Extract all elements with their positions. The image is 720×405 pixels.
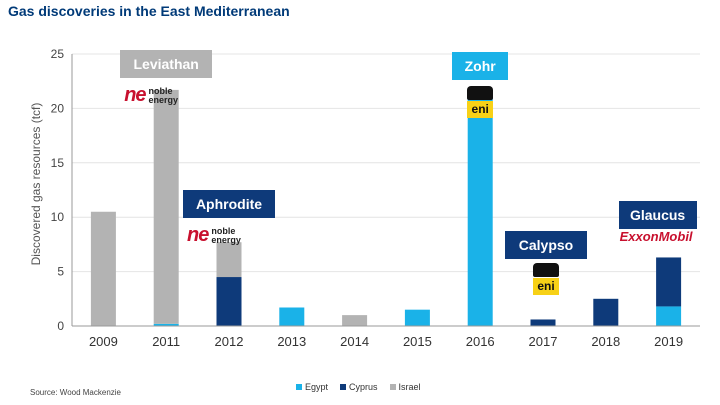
legend-label-cyprus: Cyprus <box>349 382 378 392</box>
chart-title: Gas discoveries in the East Mediterranea… <box>8 3 290 19</box>
legend-item-egypt: Egypt <box>296 382 328 392</box>
source-note: Source: Wood Mackenzie <box>30 388 122 397</box>
y-tick-label-20: 20 <box>51 101 65 115</box>
bar-cyprus-2019 <box>656 257 682 307</box>
x-tick-label-2018: 2018 <box>591 334 620 349</box>
x-tick-label-2016: 2016 <box>466 334 495 349</box>
legend: Egypt Cyprus Israel <box>296 382 421 392</box>
legend-label-egypt: Egypt <box>305 382 329 392</box>
annotation-glaucus: Glaucus <box>618 201 697 229</box>
legend-label-israel: Israel <box>398 382 421 392</box>
eni-logo: eni <box>466 86 494 118</box>
bar-cyprus-2017 <box>530 319 556 326</box>
x-tick-labels: 2009 2011 2012 2013 2014 2015 2016 2017 2018 2019 <box>89 334 683 349</box>
bar-egypt-2015 <box>404 309 430 326</box>
y-tick-label-15: 15 <box>51 156 65 170</box>
annotation-leviathan: Leviathan <box>120 50 213 78</box>
y-tick-label-10: 10 <box>51 210 65 224</box>
bar-egypt-2011 <box>153 323 179 326</box>
bar-egypt-2016 <box>467 92 493 326</box>
legend-swatch-egypt <box>296 384 302 390</box>
eni-logo: eni <box>532 263 560 295</box>
legend-swatch-cyprus <box>340 384 347 390</box>
exxonmobil-logo: ExxonMobil <box>619 229 693 244</box>
x-tick-label-2014: 2014 <box>340 334 369 349</box>
x-tick-label-2011: 2011 <box>152 334 180 349</box>
axes <box>71 54 700 327</box>
y-axis-label: Discovered gas resources (tcf) <box>29 103 43 266</box>
bar-egypt-2013 <box>279 307 305 326</box>
legend-item-israel: Israel <box>389 382 421 392</box>
bar-israel-2014 <box>342 315 368 326</box>
x-tick-label-2013: 2013 <box>277 334 306 349</box>
x-tick-label-2009: 2009 <box>89 334 118 349</box>
annotation-calypso: Calypso <box>505 231 587 259</box>
bar-israel-2009 <box>90 211 116 326</box>
x-tick-label-2017: 2017 <box>529 334 558 349</box>
y-tick-label-5: 5 <box>57 265 64 279</box>
y-tick-label-0: 0 <box>57 319 64 333</box>
annotation-aphrodite: Aphrodite <box>183 190 275 218</box>
y-tick-labels: 0 5 10 15 20 25 <box>51 47 65 333</box>
bar-egypt-2019 <box>656 306 682 326</box>
noble-energy-logo: ne noble energy <box>187 224 241 246</box>
legend-item-cyprus: Cyprus <box>340 382 378 392</box>
legend-swatch-israel <box>389 384 396 390</box>
bar-cyprus-2018 <box>593 298 619 326</box>
y-tick-label-25: 25 <box>51 47 65 61</box>
bars <box>90 89 682 326</box>
bar-israel-2012 <box>216 242 242 278</box>
bar-cyprus-2012 <box>216 277 242 326</box>
noble-energy-logo: ne noble energy <box>124 84 179 106</box>
x-tick-label-2015: 2015 <box>403 334 432 349</box>
x-tick-label-2012: 2012 <box>215 334 244 349</box>
annotation-zohr: Zohr <box>452 52 509 80</box>
bar-israel-2011 <box>153 89 179 324</box>
x-tick-label-2019: 2019 <box>654 334 683 349</box>
